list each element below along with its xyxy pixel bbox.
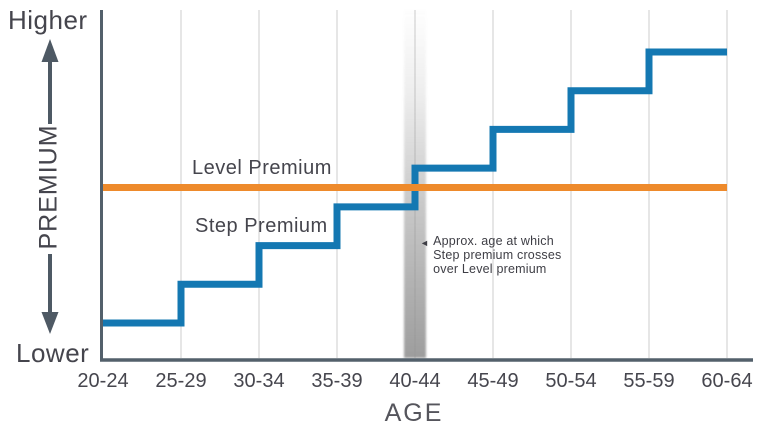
x-tick-label: 25-29 bbox=[155, 370, 207, 392]
annotation-line: over Level premium bbox=[433, 262, 547, 276]
level-premium-label: Level Premium bbox=[192, 157, 332, 179]
x-tick-label: 40-44 bbox=[389, 370, 441, 392]
x-tick-label: 45-49 bbox=[467, 370, 519, 392]
annotation-line: Step premium crosses bbox=[433, 248, 562, 262]
step-premium-label: Step Premium bbox=[195, 215, 328, 237]
down-arrow-icon bbox=[41, 254, 59, 334]
age-axis-title: AGE bbox=[384, 399, 444, 427]
annotation-line: Approx. age at which bbox=[433, 234, 554, 248]
premium-axis-title: PREMIUM bbox=[34, 124, 63, 250]
x-tick-label: 55-59 bbox=[623, 370, 675, 392]
x-tick-label: 20-24 bbox=[77, 370, 129, 392]
x-tick-label: 50-54 bbox=[545, 370, 597, 392]
x-tick-label: 30-34 bbox=[233, 370, 285, 392]
crossover-annotation: ◄ Approx. age at which Step premium cros… bbox=[420, 234, 561, 276]
higher-label: Higher bbox=[8, 5, 88, 35]
lower-label: Lower bbox=[16, 338, 90, 368]
up-arrow-icon bbox=[41, 39, 59, 124]
x-tick-label: 60-64 bbox=[701, 370, 753, 392]
x-tick-label: 35-39 bbox=[311, 370, 363, 392]
left-arrow-marker-icon: ◄ bbox=[420, 238, 430, 248]
